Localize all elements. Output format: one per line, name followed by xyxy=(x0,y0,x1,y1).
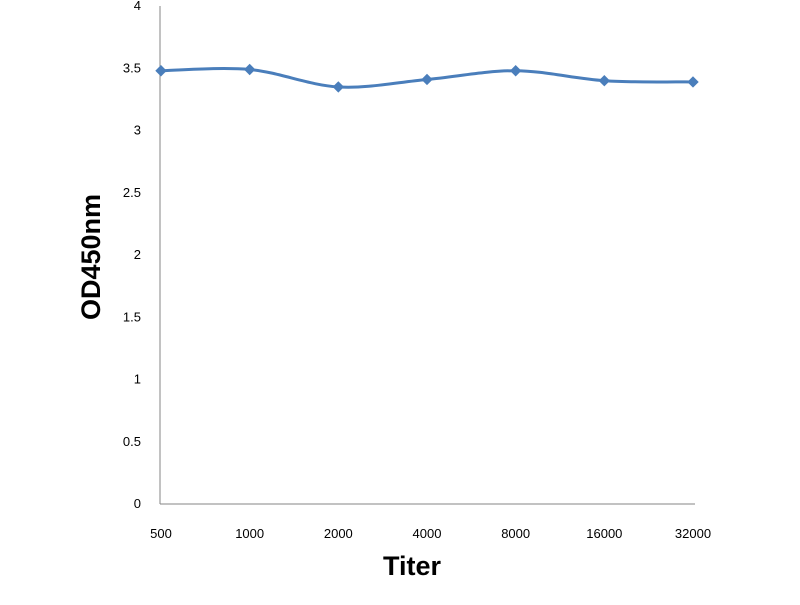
data-point-marker xyxy=(421,73,433,86)
y-tick-label: 4 xyxy=(134,0,141,13)
y-tick-label: 3.5 xyxy=(123,60,141,75)
x-tick-label: 1000 xyxy=(235,526,264,541)
x-tick-label: 2000 xyxy=(324,526,353,541)
y-tick-labels: 0 0.5 1 1.5 2 2.5 3 3.5 4 xyxy=(123,0,141,511)
data-point-marker xyxy=(687,76,699,88)
data-point-marker xyxy=(155,65,167,77)
y-tick-label: 1.5 xyxy=(123,309,141,324)
x-axis-title: Titer xyxy=(383,551,442,581)
data-point-marker xyxy=(332,81,345,93)
series-group xyxy=(155,63,699,93)
x-tick-labels: 500 1000 2000 4000 8000 16000 32000 xyxy=(150,526,711,541)
y-tick-label: 1 xyxy=(134,372,141,387)
data-point-marker xyxy=(243,63,256,76)
data-point-marker xyxy=(598,74,611,87)
x-tick-label: 500 xyxy=(150,526,172,541)
x-tick-label: 16000 xyxy=(586,526,622,541)
y-tick-label: 0 xyxy=(134,496,141,511)
y-axis-title: OD450nm xyxy=(76,194,106,320)
x-tick-label: 4000 xyxy=(413,526,442,541)
x-tick-label: 8000 xyxy=(501,526,530,541)
y-tick-label: 2 xyxy=(134,247,141,262)
y-tick-label: 3 xyxy=(134,123,141,138)
y-tick-label: 2.5 xyxy=(123,185,141,200)
axes xyxy=(159,6,695,505)
data-point-marker xyxy=(509,65,522,77)
x-tick-label: 32000 xyxy=(675,526,711,541)
y-tick-label: 0.5 xyxy=(123,434,141,449)
